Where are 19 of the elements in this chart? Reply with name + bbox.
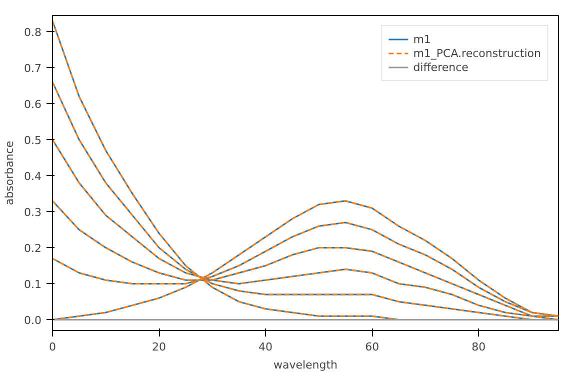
y-tick-label: 0.0 [24,314,42,328]
y-axis-title: absorbance [3,140,16,206]
x-tick-label: 80 [472,340,486,354]
x-tick-label: 0 [49,340,56,354]
x-tick-label: 20 [152,340,166,354]
x-tick-label: 40 [258,340,273,354]
y-tick-label: 0.7 [24,62,42,76]
legend-label: difference [413,60,468,74]
y-tick-label: 0.5 [24,134,42,148]
y-tick-label: 0.1 [24,278,42,292]
y-tick-label: 0.6 [24,98,42,112]
y-tick-label: 0.2 [24,242,42,256]
y-tick-label: 0.3 [24,206,42,220]
x-axis-title: wavelength [273,358,338,372]
y-tick-label: 0.4 [24,170,42,184]
y-tick-label: 0.8 [24,26,42,40]
legend-label: m1_PCA.reconstruction [413,46,541,60]
legend-label: m1 [413,32,432,46]
x-tick-label: 60 [365,340,380,354]
